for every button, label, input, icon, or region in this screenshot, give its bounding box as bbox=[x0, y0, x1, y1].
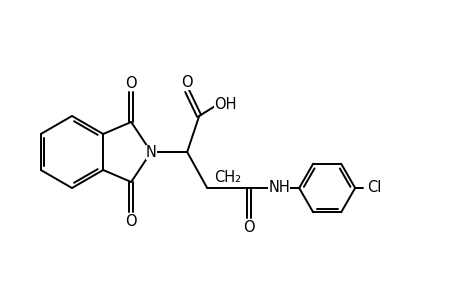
Text: OH: OH bbox=[213, 97, 236, 112]
Text: Cl: Cl bbox=[366, 181, 381, 196]
Text: CH₂: CH₂ bbox=[214, 169, 241, 184]
Text: O: O bbox=[125, 76, 137, 91]
Text: O: O bbox=[243, 220, 254, 235]
Text: NH: NH bbox=[268, 181, 290, 196]
Text: N: N bbox=[146, 145, 156, 160]
Text: O: O bbox=[181, 74, 193, 89]
Text: O: O bbox=[125, 214, 137, 229]
